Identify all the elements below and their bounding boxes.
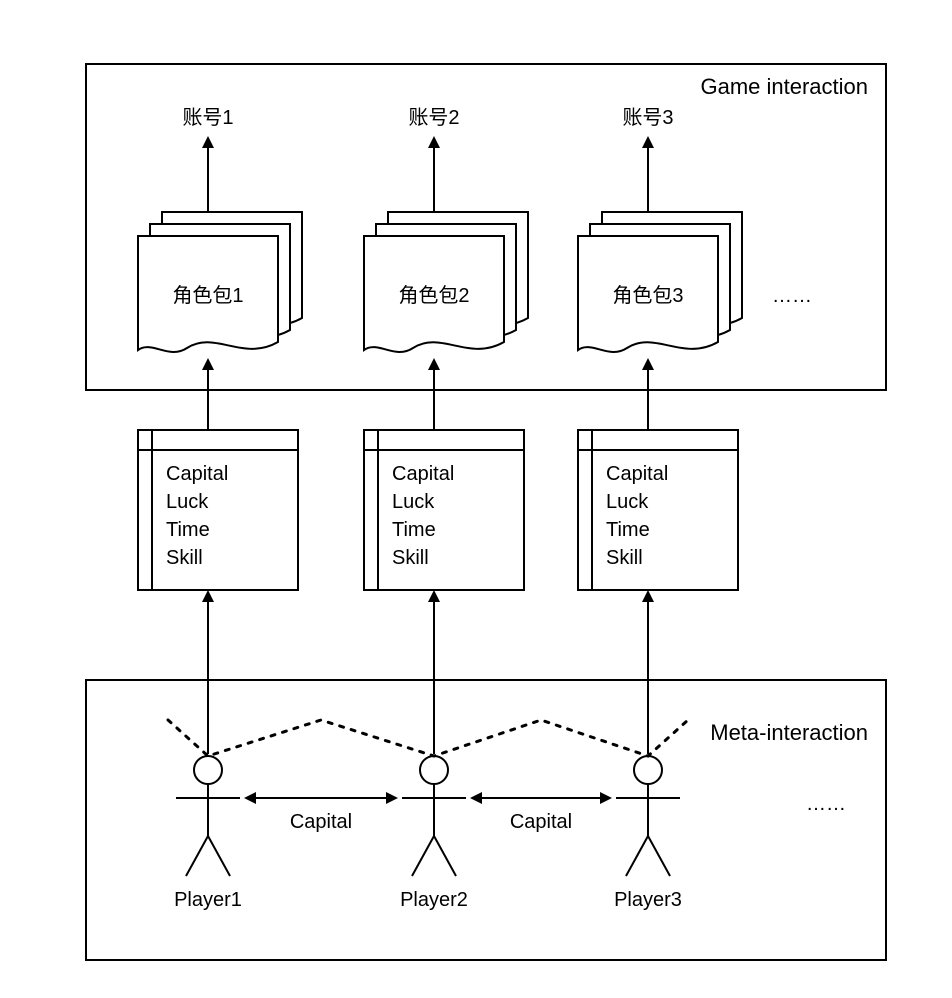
player-head-3 — [634, 756, 662, 784]
game-interaction-label: Game interaction — [700, 74, 868, 99]
attr-box-1 — [138, 430, 298, 590]
meta-interaction-label: Meta-interaction — [710, 720, 868, 745]
attr-1-3: Skill — [166, 547, 203, 569]
account-label-2: 账号2 — [408, 106, 459, 129]
attr-1-2: Time — [166, 519, 210, 541]
attr-1-1: Luck — [166, 491, 209, 513]
attr-box-2 — [364, 430, 524, 590]
attr-3-2: Time — [606, 519, 650, 541]
attr-box-3 — [578, 430, 738, 590]
player-label-3: Player3 — [614, 889, 682, 911]
attr-1-0: Capital — [166, 463, 228, 485]
attr-2-2: Time — [392, 519, 436, 541]
player-head-2 — [420, 756, 448, 784]
pack-label-2: 角色包2 — [398, 284, 469, 307]
capital-label-1: Capital — [290, 811, 352, 833]
player-label-2: Player2 — [400, 889, 468, 911]
pack-label-1: 角色包1 — [172, 284, 243, 307]
attr-3-0: Capital — [606, 463, 668, 485]
attr-2-1: Luck — [392, 491, 435, 513]
ellipsis-players: …… — [806, 793, 846, 815]
player-head-1 — [194, 756, 222, 784]
attr-3-1: Luck — [606, 491, 649, 513]
account-label-1: 账号1 — [182, 106, 233, 129]
player-label-1: Player1 — [174, 889, 242, 911]
account-label-3: 账号3 — [622, 106, 673, 129]
attr-3-3: Skill — [606, 547, 643, 569]
ellipsis-packs: …… — [772, 285, 812, 307]
pack-label-3: 角色包3 — [612, 284, 683, 307]
attr-2-3: Skill — [392, 547, 429, 569]
attr-2-0: Capital — [392, 463, 454, 485]
capital-label-2: Capital — [510, 811, 572, 833]
